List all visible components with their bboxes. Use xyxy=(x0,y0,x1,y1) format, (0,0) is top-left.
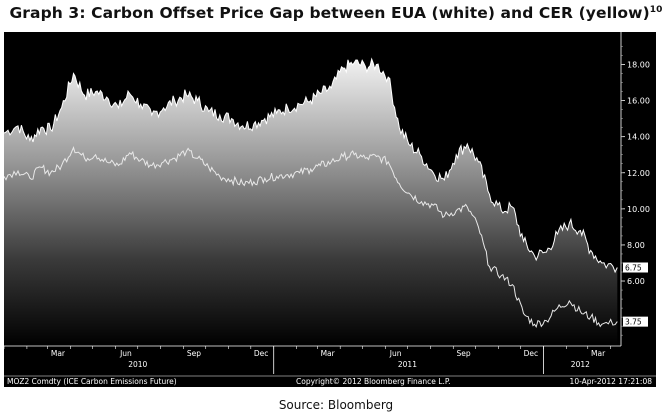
x-tick-label-8: Mar xyxy=(591,349,606,358)
footer-left: MOZ2 Comdty (ICE Carbon Emissions Future… xyxy=(7,377,177,386)
x-tick-label-2: Sep xyxy=(187,349,201,358)
year-label-1: 2011 xyxy=(398,360,417,369)
y-tick-label-5: 16.00 xyxy=(627,97,650,106)
y-tick-label-6: 18.00 xyxy=(627,60,650,69)
x-tick-label-4: Mar xyxy=(321,349,336,358)
last-value-label-0: 6.75 xyxy=(625,264,642,273)
carbon-price-chart: 6.00 8.00 10.00 12.00 14.00 16.00 18.00 Mar Jun S… xyxy=(3,32,656,386)
x-tick-label-0: Mar xyxy=(51,349,66,358)
source-note: Source: Bloomberg xyxy=(278,398,394,412)
y-tick-label-4: 14.00 xyxy=(627,133,650,142)
x-tick-label-3: Dec xyxy=(254,349,269,358)
last-value-tag-0 xyxy=(623,262,648,273)
footer-right: 10-Apr-2012 17:21:08 xyxy=(570,377,653,386)
y-tick-label-2: 10.00 xyxy=(627,205,650,214)
x-tick-label-1: Jun xyxy=(119,349,132,358)
chart-title: Graph 3: Carbon Offset Price Gap between… xyxy=(9,4,663,22)
chart-panel: 6.00 8.00 10.00 12.00 14.00 16.00 18.00 Mar Jun S… xyxy=(3,32,656,387)
year-label-0: 2010 xyxy=(128,360,147,369)
x-tick-label-7: Dec xyxy=(524,349,539,358)
year-label-2: 2012 xyxy=(571,360,590,369)
last-value-label-1: 3.75 xyxy=(625,318,642,327)
last-value-tag-1 xyxy=(623,316,648,327)
x-tick-label-6: Sep xyxy=(457,349,471,358)
eua-series-line xyxy=(4,57,618,274)
cer-series-line xyxy=(4,146,618,328)
y-tick-label-0: 6.00 xyxy=(627,277,645,286)
footer-center: Copyright© 2012 Bloomberg Finance L.P. xyxy=(296,377,451,386)
eua-area xyxy=(4,59,618,346)
y-tick-label-1: 8.00 xyxy=(627,241,645,250)
y-tick-label-3: 12.00 xyxy=(627,169,650,178)
x-tick-label-5: Jun xyxy=(389,349,402,358)
